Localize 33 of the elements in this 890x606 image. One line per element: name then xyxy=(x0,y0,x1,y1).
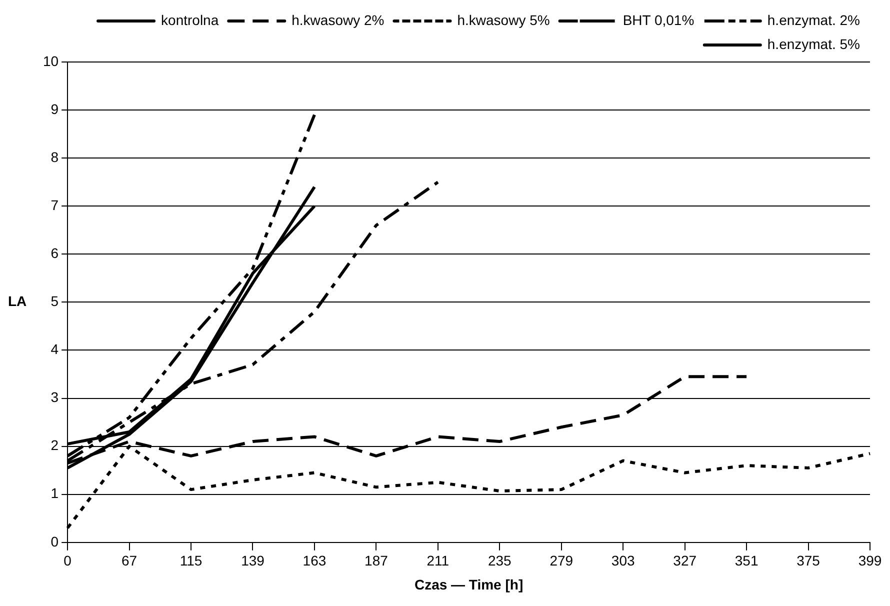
legend-label: h.enzymat. 2% xyxy=(767,12,860,28)
x-tick-label: 351 xyxy=(734,552,758,569)
y-tick-label: 1 xyxy=(50,485,59,502)
y-tick-label: 8 xyxy=(50,148,59,165)
y-tick-label: 10 xyxy=(42,52,59,69)
x-tick-label: 327 xyxy=(673,552,697,569)
x-tick-label: 0 xyxy=(64,552,72,569)
y-tick-label: 9 xyxy=(50,100,59,117)
y-tick-label: 0 xyxy=(50,533,59,550)
x-axis-title: Czas — Time [h] xyxy=(414,576,524,592)
legend-label: h.kwasowy 2% xyxy=(292,12,384,28)
y-tick-label: 4 xyxy=(50,341,59,358)
x-tick-label: 163 xyxy=(302,552,326,569)
x-tick-label: 303 xyxy=(611,552,635,569)
x-tick-label: 399 xyxy=(858,552,882,569)
legend-label: BHT 0,01% xyxy=(622,12,694,28)
legend-label: h.enzymat. 5% xyxy=(767,36,860,52)
x-tick-label: 235 xyxy=(488,552,512,569)
y-tick-label: 3 xyxy=(50,389,59,406)
y-axis-title: LA xyxy=(8,293,27,310)
y-tick-label: 5 xyxy=(50,293,59,310)
legend-label: kontrolna xyxy=(161,12,219,28)
y-tick-label: 2 xyxy=(50,437,59,454)
legend-label: h.kwasowy 5% xyxy=(457,12,550,28)
y-tick-label: 6 xyxy=(50,245,59,262)
x-tick-label: 139 xyxy=(241,552,265,569)
y-tick-label: 7 xyxy=(50,196,59,213)
x-tick-label: 115 xyxy=(180,552,202,569)
x-tick-label: 67 xyxy=(122,552,138,569)
x-tick-label: 187 xyxy=(364,552,388,569)
x-tick-label: 211 xyxy=(426,552,450,569)
x-tick-label: 279 xyxy=(550,552,574,569)
x-tick-label: 375 xyxy=(796,552,820,569)
